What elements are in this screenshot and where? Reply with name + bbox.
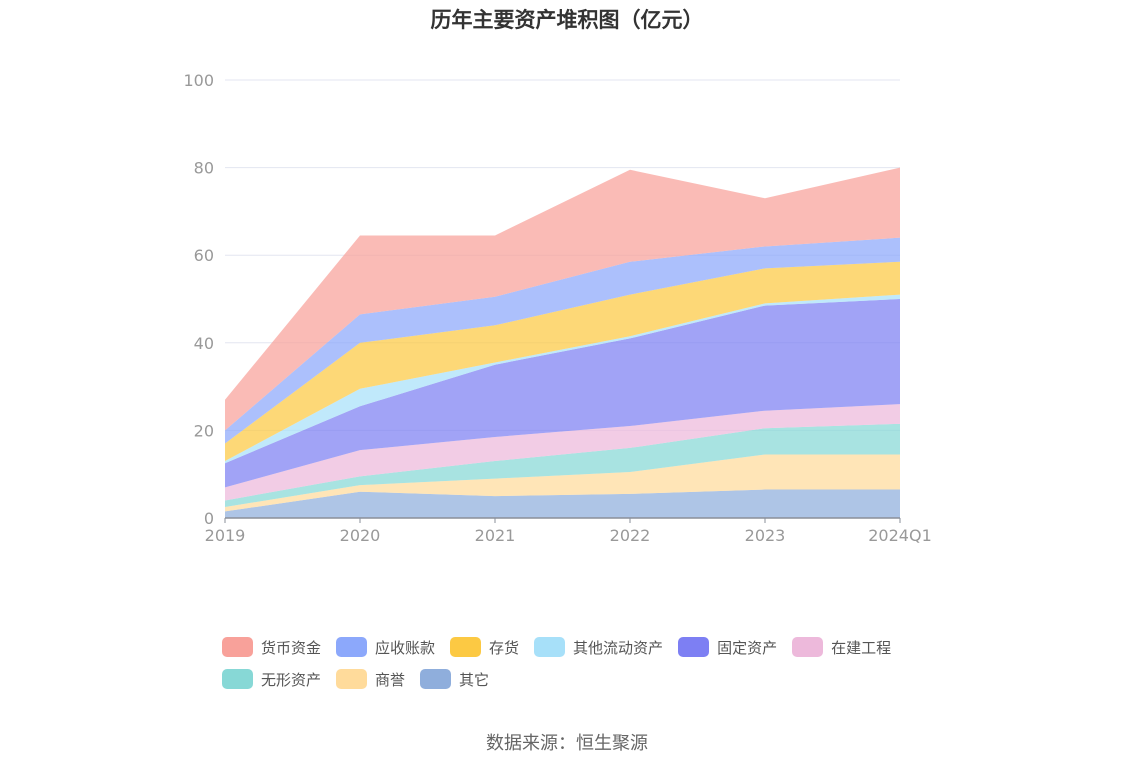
legend-swatch: [534, 637, 566, 657]
area-应收账款: [225, 237, 900, 444]
legend-swatch: [678, 637, 710, 657]
chart-title: 历年主要资产堆积图（亿元）: [430, 8, 704, 32]
area-货币资金: [225, 167, 900, 431]
legend: 货币资金 应收账款 存货 其他流动资产 固定资产 在建工程 无形资产 商誉 其它: [222, 631, 942, 695]
x-tick-label: 2022: [610, 526, 651, 545]
legend-swatch: [222, 637, 253, 657]
legend-item[interactable]: 存货: [450, 637, 519, 658]
y-tick-label: 80: [194, 159, 214, 178]
legend-label: 商誉: [375, 670, 406, 689]
area-series: [225, 167, 900, 518]
legend-swatch: [420, 669, 452, 689]
legend-label: 货币资金: [261, 638, 322, 657]
legend-item[interactable]: 固定资产: [678, 637, 777, 658]
y-tick-label: 20: [194, 421, 214, 440]
legend-item[interactable]: 应收账款: [336, 637, 435, 658]
legend-label: 应收账款: [375, 638, 436, 657]
legend-swatch: [450, 637, 482, 657]
area-在建工程: [225, 404, 900, 501]
y-tick-label: 0: [204, 509, 214, 528]
legend-swatch: [336, 637, 368, 657]
area-其它: [225, 489, 900, 518]
area-存货: [225, 261, 900, 462]
area-无形资产: [225, 423, 900, 508]
legend-swatch: [222, 669, 253, 689]
legend-label: 存货: [489, 638, 520, 657]
stacked-area-chart: 0 20 40 60 80 100 2019 2020 2021 2022 2023 2024Q1: [183, 71, 931, 545]
legend-label: 无形资产: [261, 670, 322, 689]
x-tick-label: 2019: [205, 526, 246, 545]
legend-label: 在建工程: [831, 638, 892, 657]
source-note: 数据来源：恒生聚源: [486, 733, 648, 754]
x-tick-label: 2020: [340, 526, 381, 545]
legend-item[interactable]: 商誉: [336, 669, 405, 690]
legend-item[interactable]: 无形资产: [222, 669, 321, 690]
area-固定资产: [225, 299, 900, 488]
y-tick-label: 40: [194, 334, 214, 353]
legend-label: 固定资产: [717, 638, 778, 657]
legend-item[interactable]: 货币资金: [222, 637, 321, 658]
legend-swatch: [336, 669, 368, 689]
legend-item[interactable]: 其他流动资产: [534, 637, 663, 658]
x-tick-label: 2023: [745, 526, 786, 545]
x-tick-label: 2024Q1: [868, 526, 932, 545]
y-tick-label: 100: [183, 71, 214, 90]
legend-label: 其他流动资产: [573, 638, 664, 657]
area-商誉: [225, 454, 900, 512]
legend-item[interactable]: 其它: [420, 669, 489, 690]
legend-row: 货币资金 应收账款 存货 其他流动资产 固定资产 在建工程: [222, 631, 942, 663]
axes: 0 20 40 60 80 100 2019 2020 2021 2022 2023 2024Q1: [183, 71, 931, 545]
legend-swatch: [792, 637, 824, 657]
x-tick-label: 2021: [475, 526, 516, 545]
legend-item[interactable]: 在建工程: [792, 637, 891, 658]
y-tick-label: 60: [194, 246, 214, 265]
legend-row: 无形资产 商誉 其它: [222, 663, 942, 695]
legend-label: 其它: [459, 670, 490, 689]
